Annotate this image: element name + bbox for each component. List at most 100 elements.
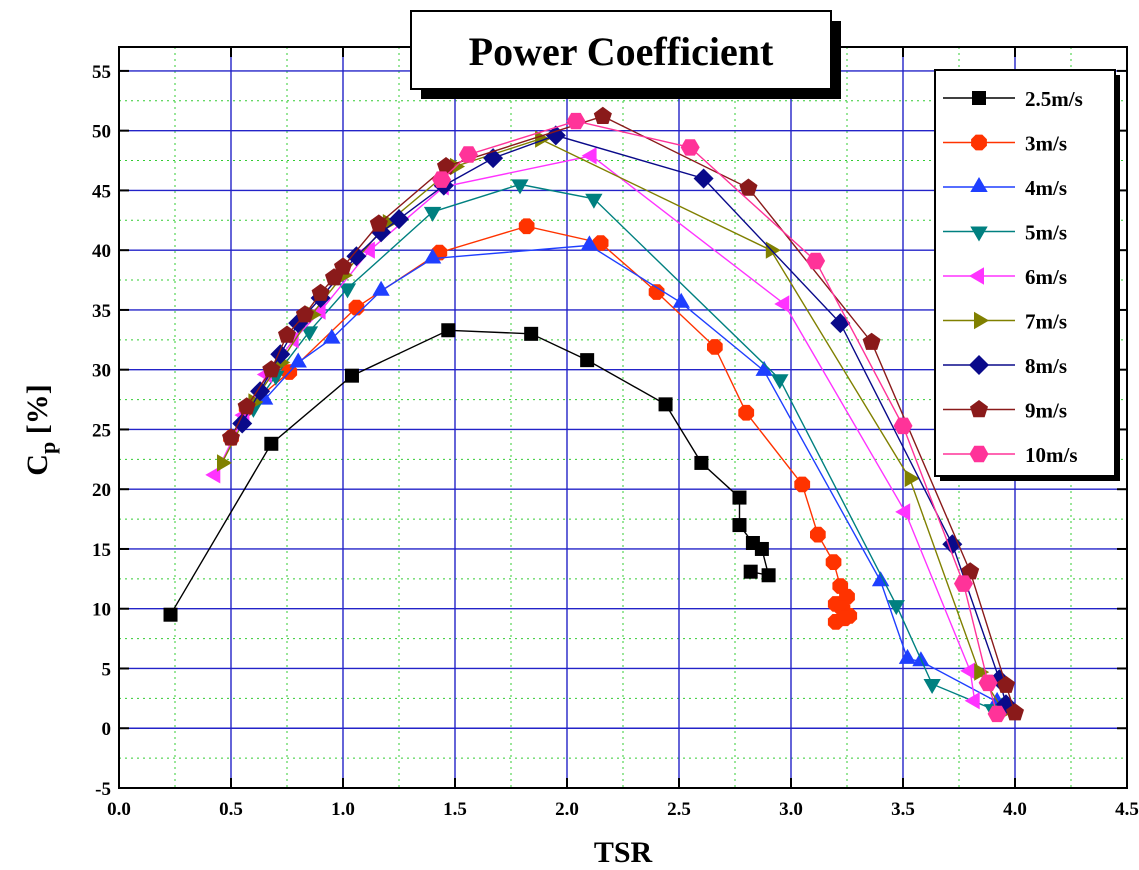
legend-label: 9m/s <box>1025 399 1067 423</box>
legend: 2.5m/s 3m/s 4m/s 5m/s 6m/s 7m/s 8m/s 9m/s 10m/s <box>934 69 1120 481</box>
x-tick-label: 4.5 <box>1115 799 1139 820</box>
data-point <box>970 177 988 192</box>
data-point <box>694 455 709 470</box>
data-point <box>836 610 853 627</box>
series-9ms <box>222 106 1024 721</box>
data-point <box>964 692 980 710</box>
data-point <box>961 562 980 580</box>
data-point <box>580 235 599 251</box>
data-point <box>794 476 811 493</box>
data-point <box>592 235 609 251</box>
data-point <box>524 326 539 341</box>
series-line <box>441 120 998 715</box>
data-point <box>346 246 367 267</box>
legend-label: 5m/s <box>1025 221 1067 245</box>
data-point <box>432 171 452 188</box>
data-point <box>423 206 442 222</box>
data-point <box>732 490 747 505</box>
data-point <box>423 248 442 264</box>
data-point <box>441 323 456 338</box>
data-point <box>904 469 920 488</box>
data-point <box>344 368 359 383</box>
data-point <box>264 436 279 451</box>
legend-label: 7m/s <box>1025 310 1067 334</box>
data-point <box>518 218 535 235</box>
series-line <box>221 138 1005 712</box>
chart-title-box: Power Coefficient <box>410 10 841 99</box>
y-tick-label: 35 <box>92 301 111 322</box>
data-point <box>765 241 781 259</box>
data-point <box>969 445 989 463</box>
data-point <box>289 352 307 368</box>
x-tick-label: 3.5 <box>891 799 915 820</box>
data-point <box>942 534 963 555</box>
data-point <box>969 267 984 285</box>
y-tick-label: 20 <box>92 480 111 501</box>
x-axis-title: TSR <box>594 836 653 869</box>
data-point <box>738 404 755 421</box>
legend-label: 4m/s <box>1025 176 1067 200</box>
data-point <box>163 607 178 622</box>
data-point <box>974 663 990 681</box>
series-line <box>230 115 1016 713</box>
data-point <box>217 454 232 472</box>
data-point <box>806 252 826 270</box>
y-axis-title-rest: [%] <box>21 384 54 441</box>
y-tick-label: 5 <box>102 659 112 680</box>
data-point <box>754 541 769 556</box>
data-point <box>761 568 776 583</box>
data-point <box>372 280 390 296</box>
data-point <box>755 360 773 376</box>
data-point <box>382 214 398 232</box>
x-tick-label: 4.0 <box>1003 799 1027 820</box>
data-point <box>987 705 1007 723</box>
data-point <box>535 130 551 148</box>
x-tick-label: 0.0 <box>107 799 131 820</box>
y-tick-label: 25 <box>92 420 111 441</box>
data-point <box>237 397 256 415</box>
data-point <box>862 332 881 350</box>
legend-frame <box>934 69 1116 477</box>
data-point <box>250 381 271 402</box>
chart-title: Power Coefficient <box>469 29 774 74</box>
data-point <box>732 518 747 533</box>
data-point <box>978 674 998 692</box>
y-axis-title-main: C <box>21 454 54 476</box>
data-point <box>893 417 913 435</box>
data-point <box>970 226 988 242</box>
data-point <box>232 413 253 434</box>
data-point <box>222 428 240 446</box>
data-point <box>450 157 465 176</box>
data-point <box>389 209 409 230</box>
data-point <box>262 360 281 378</box>
y-tick-label: -5 <box>95 779 111 800</box>
series-layer <box>163 106 1024 723</box>
data-point <box>971 134 987 151</box>
title-box-frame <box>410 10 832 90</box>
y-tick-label: 50 <box>92 122 111 143</box>
data-point <box>581 147 597 165</box>
data-point <box>810 526 826 543</box>
data-point <box>680 139 700 156</box>
data-point <box>648 284 665 300</box>
y-axis-title-sub: p <box>35 442 60 454</box>
data-point <box>887 600 905 616</box>
data-point <box>348 299 365 316</box>
data-point <box>972 91 986 105</box>
y-tick-label: 10 <box>92 600 111 621</box>
y-tick-label: 15 <box>92 540 111 561</box>
data-point <box>566 112 586 130</box>
data-point <box>969 355 989 375</box>
data-point <box>1006 703 1024 721</box>
legend-label: 3m/s <box>1025 132 1067 156</box>
y-axis-title: Cp [%] <box>21 384 60 475</box>
data-point <box>923 679 941 694</box>
data-point <box>771 374 789 390</box>
x-tick-label: 1.5 <box>443 799 467 820</box>
data-point <box>437 157 456 175</box>
series-6ms <box>205 147 980 710</box>
data-point <box>359 241 375 259</box>
data-point <box>369 214 388 232</box>
data-point <box>311 283 330 301</box>
